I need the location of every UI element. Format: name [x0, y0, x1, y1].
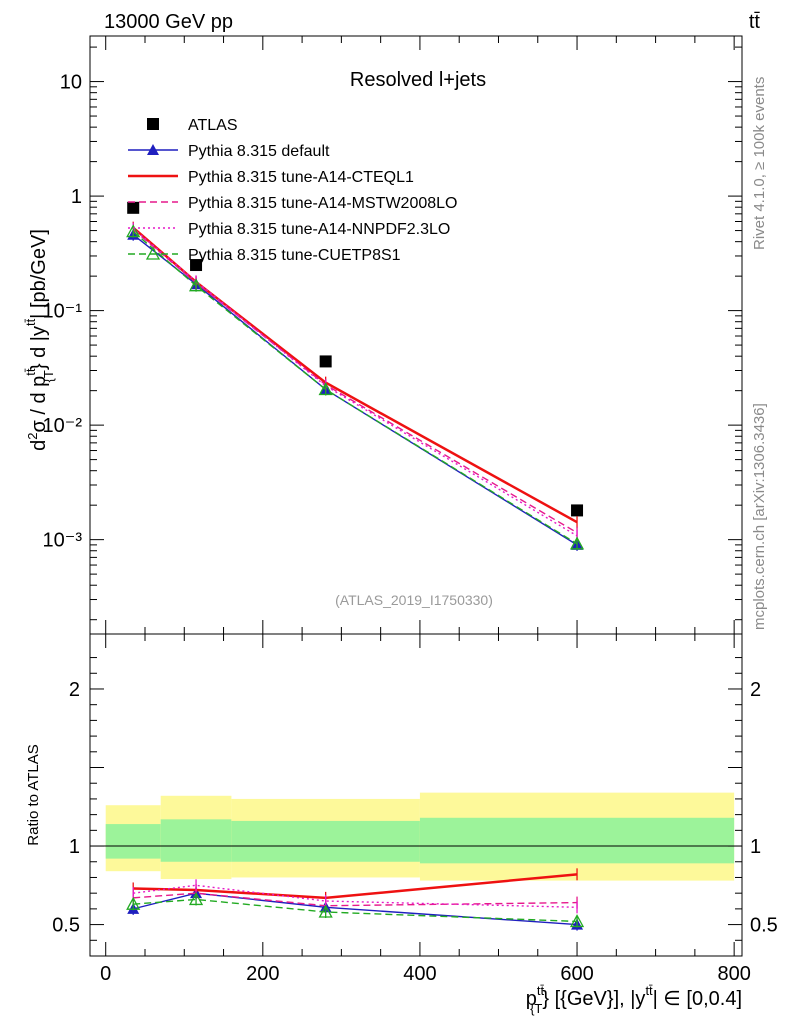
series-line: [132, 226, 578, 524]
ratio-panel-frame: [89, 633, 743, 957]
data-point-atlas: [127, 201, 140, 214]
uncertainty-band-inner: [160, 819, 232, 862]
ratio-panel-ticks: 0.5 0.5 1 1 2 2 0 200 400 600 800: [52, 634, 778, 985]
data-point: [569, 536, 585, 550]
legend-label: Pythia 8.315 tune-A14-NNPDF2.3LO: [188, 221, 450, 238]
x-tick-label: 400: [403, 963, 436, 985]
series-line: [133, 898, 578, 923]
series-line: [132, 231, 578, 545]
svg-text:d2σ / d ptt̄{T} d |ytt̄| [pb/G: d2σ / d ptt̄ {T} d |ytt̄| [pb/GeV]: [23, 229, 56, 451]
rivet-version-text: Rivet 4.1.0, ≥ 100k events: [751, 77, 768, 250]
data-point-atlas: [571, 504, 584, 517]
series-line: [132, 228, 578, 537]
uncertainty-band-inner: [419, 817, 735, 864]
series-line: [132, 229, 578, 534]
ratio-y-tick-label-right: 2: [750, 679, 761, 701]
main-title: Resolved l+jets: [350, 69, 486, 91]
mcplots-credit-text: mcplots.cern.ch [arXiv:1306.3436]: [751, 403, 768, 630]
analysis-watermark: (ATLAS_2019_I1750330): [335, 592, 493, 608]
ratio-y-tick-label: 2: [69, 679, 80, 701]
svg-text:ptt̄{T} [{GeV}], |ytt̄| ∈ [0,0: ptt̄ {T} [{GeV}], |ytt̄| ∈ [0,0.4]: [526, 983, 742, 1016]
main-panel-series: [126, 201, 585, 551]
ratio-panel: 0.5 0.5 1 1 2 2 0 200 400 600 800: [52, 633, 778, 985]
data-point-atlas: [190, 259, 203, 272]
legend-label: Pythia 8.315 tune-CUETP8S1: [188, 247, 401, 264]
data-point: [318, 382, 333, 396]
legend-marker: [145, 246, 161, 260]
series-line: [133, 892, 578, 926]
data-point: [188, 892, 204, 906]
y-tick-label: 10⁻¹: [43, 301, 83, 323]
legend-label: Pythia 8.315 default: [188, 143, 330, 160]
series-line: [132, 234, 578, 546]
uncertainty-band-inner: [231, 820, 420, 862]
header-process: tt̄: [749, 11, 761, 33]
legend-label: ATLAS: [188, 117, 238, 134]
x-axis-label: ptt̄ {T} [{GeV}], |ytt̄| ∈ [0,0.4]: [526, 983, 742, 1016]
legend-label: Pythia 8.315 tune-A14-MSTW2008LO: [188, 195, 457, 212]
legend: ATLAS Pythia 8.315 default Pythia 8.315 tu…: [128, 117, 457, 264]
ratio-y-tick-label-right: 1: [750, 836, 761, 858]
x-tick-label: 200: [246, 963, 279, 985]
data-point: [126, 224, 141, 238]
ratio-y-tick-label: 1: [69, 836, 80, 858]
ratio-y-axis-label: Ratio to ATLAS: [25, 744, 42, 845]
legend-marker: [147, 144, 159, 155]
y-tick-label: 10⁻²: [43, 415, 83, 437]
data-point: [569, 914, 585, 928]
x-tick-label: 600: [560, 963, 593, 985]
x-tick-label: 0: [100, 963, 111, 985]
header-energy: 13000 GeV pp: [104, 11, 233, 33]
data-point: [188, 278, 204, 292]
main-y-axis-label: d2σ / d ptt̄ {T} d |ytt̄| [pb/GeV]: [23, 229, 56, 451]
uncertainty-band-inner: [105, 824, 161, 859]
y-tick-label: 1: [71, 186, 82, 208]
ratio-panel-series: [126, 868, 585, 931]
x-tick-label: 800: [717, 963, 750, 985]
data-point-atlas: [319, 355, 332, 368]
ratio-y-tick-label: 0.5: [52, 915, 80, 937]
y-tick-label: 10: [60, 72, 82, 94]
legend-label: Pythia 8.315 tune-A14-CTEQL1: [188, 169, 414, 186]
y-tick-label: 10⁻³: [43, 530, 83, 552]
data-point: [126, 896, 141, 910]
ratio-uncertainty-bands: [90, 792, 742, 881]
main-panel: 10⁻³ 10⁻² 10⁻¹ 1 10 Resolved l+jets (ATLAS_2…: [43, 35, 743, 635]
data-point: [318, 904, 333, 918]
series-line: [133, 884, 578, 909]
legend-marker: [147, 118, 159, 130]
main-panel-ticks: 10⁻³ 10⁻² 10⁻¹ 1 10: [43, 36, 742, 634]
ratio-y-tick-label-right: 0.5: [750, 915, 778, 937]
